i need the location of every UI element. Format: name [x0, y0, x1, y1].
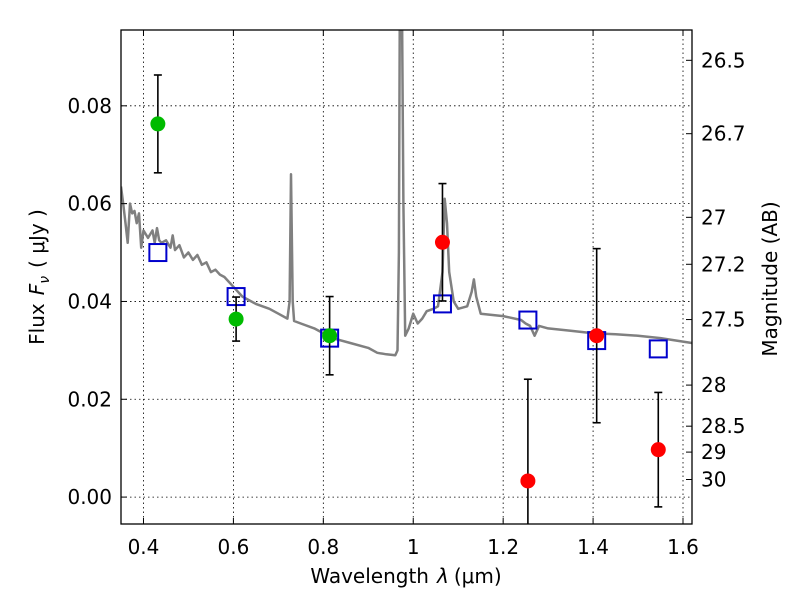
- model-photometry-square: [148, 243, 168, 263]
- x-tick-label: 1.6: [667, 535, 699, 559]
- y-tick-label: 0.02: [67, 387, 112, 411]
- model-photometry-square: [518, 310, 538, 330]
- y-tick-label: 0.00: [67, 485, 112, 509]
- magnitude-tick-label: 28.5: [701, 414, 746, 438]
- y-tick-label: 0.08: [67, 94, 112, 118]
- magnitude-tick-label: 26.5: [701, 48, 746, 72]
- x-axis-label: Wavelength λ (μm): [310, 564, 501, 588]
- magnitude-tick-label: 29: [701, 440, 726, 464]
- infrared-detection-point: [520, 473, 536, 489]
- optical-detection-point: [322, 328, 338, 344]
- magnitude-tick-label: 27.5: [701, 308, 746, 332]
- infrared-detection-point: [434, 234, 450, 250]
- infrared-detection-point: [650, 442, 666, 458]
- y-tick-label: 0.04: [67, 289, 112, 313]
- y2-axis-label: Magnitude (AB): [758, 201, 782, 356]
- optical-detection-point: [228, 311, 244, 327]
- tick-labels: 0.4 0.6 0.8 1 1.2 1.4 1.6 0.00 0.02 0.04 0.06 0.08 2…: [67, 48, 745, 559]
- infrared-detection-point: [589, 328, 605, 344]
- ticks: [121, 30, 692, 524]
- grid: [121, 30, 692, 524]
- x-tick-label: 0.6: [217, 535, 249, 559]
- y-axis-label: FluxFν( μJy ): [25, 209, 53, 345]
- magnitude-tick-label: 30: [701, 467, 726, 491]
- x-tick-label: 1: [407, 535, 420, 559]
- magnitude-tick-label: 28: [701, 373, 726, 397]
- plot-frame: [120, 29, 693, 525]
- model-photometry-square: [648, 339, 668, 359]
- y-tick-label: 0.06: [67, 192, 112, 216]
- x-tick-label: 1.4: [577, 535, 609, 559]
- x-tick-label: 0.4: [128, 535, 160, 559]
- magnitude-tick-label: 26.7: [701, 122, 746, 146]
- x-tick-label: 0.8: [307, 535, 339, 559]
- spectrum-line: [121, 30, 692, 357]
- plot-area: [121, 30, 692, 524]
- optical-detection-point: [150, 116, 166, 132]
- magnitude-tick-label: 27: [701, 205, 726, 229]
- x-tick-label: 1.2: [487, 535, 519, 559]
- magnitude-tick-label: 27.2: [701, 252, 746, 276]
